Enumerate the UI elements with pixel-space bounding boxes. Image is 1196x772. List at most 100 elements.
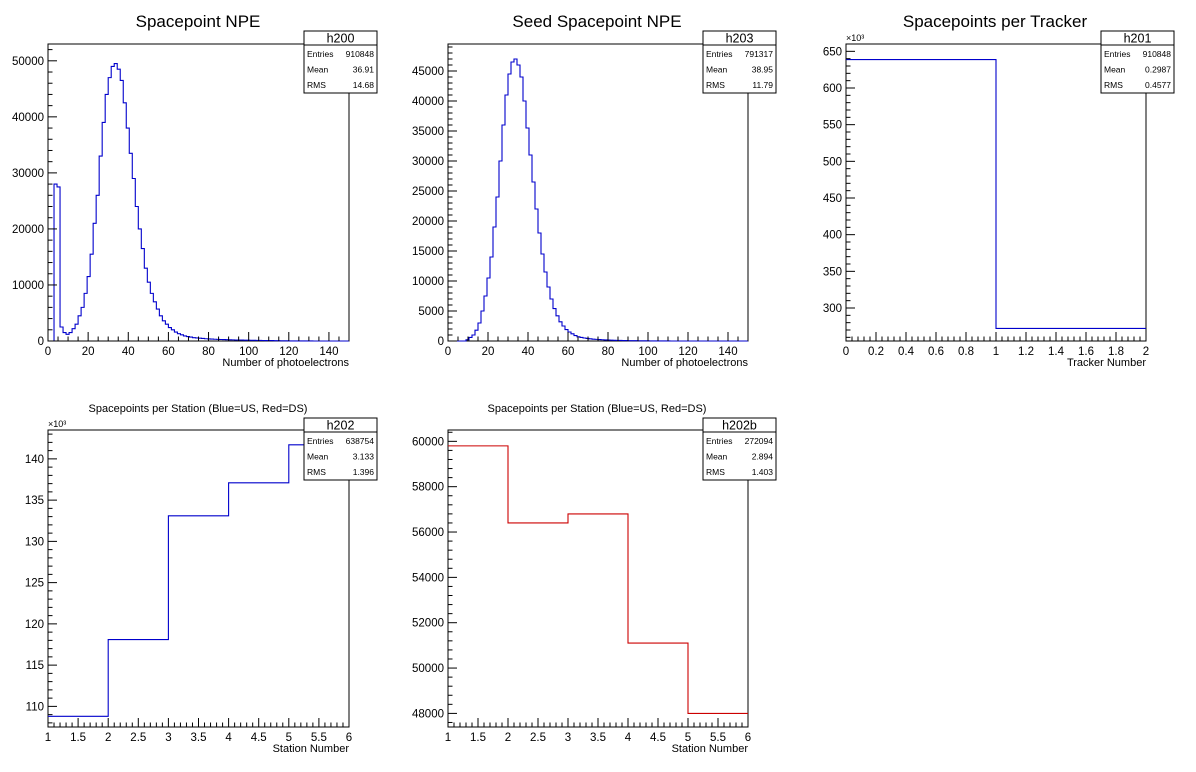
stats-box: h201 Entries 910848 Mean 0.2987 RMS 0.4577: [1100, 30, 1175, 94]
y-exponent-label: ×10³: [846, 33, 864, 43]
stats-label: Entries: [307, 436, 333, 446]
x-tick-label: 140: [319, 346, 338, 358]
stats-value: 2.894: [752, 452, 774, 462]
x-tick-label: 6: [346, 732, 352, 744]
x-tick-label: 1.5: [70, 732, 86, 744]
x-tick-label: 2: [505, 732, 511, 744]
y-tick-label: 115: [26, 660, 44, 672]
stats-histogram-name: h203: [726, 32, 754, 46]
histogram-line-h202: [48, 444, 349, 717]
stats-value: 791317: [745, 49, 774, 59]
x-tick-label: 4: [225, 732, 232, 744]
x-tick-label: 2.5: [530, 732, 546, 744]
y-tick-label: 58000: [412, 482, 444, 494]
x-tick-label: 0: [445, 346, 451, 358]
x-tick-label: 60: [562, 346, 575, 358]
histogram-title: Seed Spacepoint NPE: [512, 12, 681, 31]
stats-label: Mean: [1104, 65, 1126, 75]
y-tick-label: 54000: [412, 572, 444, 584]
histogram-title: Spacepoints per Tracker: [903, 12, 1088, 31]
stats-label: Entries: [706, 49, 732, 59]
stats-box: h203 Entries 791317 Mean 38.95 RMS 11.79: [702, 30, 777, 94]
stats-value: 11.79: [752, 80, 773, 90]
y-tick-label: 140: [25, 454, 44, 466]
stats-label: RMS: [1104, 80, 1123, 90]
x-tick-label: 40: [522, 346, 535, 358]
x-tick-label: 1: [445, 732, 451, 744]
stats-label: Mean: [706, 452, 728, 462]
x-tick-label: 40: [122, 346, 135, 358]
y-tick-label: 50000: [412, 663, 444, 675]
y-tick-label: 56000: [412, 527, 444, 539]
stats-value: 272094: [745, 436, 774, 446]
x-axis-label: Number of photoelectrons: [621, 357, 748, 369]
y-exponent-label: ×10³: [48, 419, 66, 429]
x-tick-label: 3.5: [191, 732, 207, 744]
stats-value: 910848: [346, 49, 375, 59]
x-tick-label: 1.6: [1078, 346, 1094, 358]
y-tick-label: 5000: [418, 306, 444, 318]
stats-value: 0.2987: [1145, 65, 1171, 75]
x-tick-label: 5.5: [311, 732, 327, 744]
x-tick-label: 1.2: [1018, 346, 1034, 358]
stats-label: Entries: [1104, 49, 1130, 59]
stats-value: 1.403: [752, 467, 774, 477]
x-tick-label: 100: [239, 346, 258, 358]
x-tick-label: 0.6: [928, 346, 944, 358]
y-tick-label: 135: [25, 495, 44, 507]
y-tick-label: 0: [438, 336, 444, 348]
y-tick-label: 125: [25, 578, 44, 590]
histogram-pane-h202b: Spacepoints per Station (Blue=US, Red=DS…: [412, 403, 777, 755]
y-tick-label: 500: [823, 156, 842, 168]
stats-histogram-name: h202b: [722, 419, 757, 433]
x-axis-label: Station Number: [672, 743, 749, 755]
x-tick-label: 80: [202, 346, 215, 358]
stats-label: Mean: [307, 452, 329, 462]
x-tick-label: 100: [638, 346, 657, 358]
y-tick-label: 600: [823, 83, 842, 95]
x-tick-label: 20: [82, 346, 95, 358]
stats-label: RMS: [706, 80, 725, 90]
y-tick-label: 60000: [412, 436, 444, 448]
stats-box: h202 Entries 638754 Mean 3.133 RMS 1.396: [303, 417, 378, 481]
y-tick-label: 20000: [12, 224, 44, 236]
y-tick-label: 30000: [12, 168, 44, 180]
histogram-title: Spacepoints per Station (Blue=US, Red=DS…: [488, 403, 707, 415]
stats-value: 0.4577: [1145, 80, 1171, 90]
x-tick-label: 5: [685, 732, 691, 744]
x-tick-label: 5.5: [710, 732, 726, 744]
x-tick-label: 3: [565, 732, 571, 744]
stats-value: 638754: [346, 436, 375, 446]
y-tick-label: 40000: [12, 112, 44, 124]
y-tick-label: 110: [26, 701, 44, 713]
stats-value: 3.133: [353, 452, 375, 462]
stats-histogram-name: h201: [1124, 32, 1152, 46]
histogram-pane-h201: Spacepoints per Tracker 0 0.2 0.4 0.6 0.8 1 1.2…: [823, 12, 1175, 369]
y-tick-label: 550: [823, 120, 842, 132]
x-tick-label: 3.5: [590, 732, 606, 744]
x-tick-label: 0: [843, 346, 849, 358]
stats-value: 910848: [1143, 49, 1172, 59]
x-axis-label: Tracker Number: [1067, 357, 1146, 369]
y-tick-label: 350: [823, 266, 842, 278]
y-tick-label: 130: [25, 536, 44, 548]
y-tick-label: 20000: [412, 216, 444, 228]
stats-box: h202b Entries 272094 Mean 2.894 RMS 1.403: [702, 417, 777, 481]
histogram-title: Spacepoints per Station (Blue=US, Red=DS…: [89, 403, 308, 415]
y-tick-label: 40000: [412, 96, 444, 108]
histogram-line-h200: [48, 63, 349, 342]
y-tick-label: 50000: [12, 56, 44, 68]
x-tick-label: 6: [745, 732, 751, 744]
stats-value: 36.91: [353, 65, 375, 75]
x-axis-label: Station Number: [273, 743, 350, 755]
stats-histogram-name: h202: [327, 419, 355, 433]
x-tick-label: 1: [45, 732, 51, 744]
y-tick-label: 650: [823, 46, 842, 58]
x-tick-label: 0: [45, 346, 51, 358]
stats-label: Entries: [706, 436, 732, 446]
x-tick-label: 2.5: [130, 732, 146, 744]
histogram-pane-h202: Spacepoints per Station (Blue=US, Red=DS…: [25, 403, 378, 755]
y-tick-label: 35000: [412, 126, 444, 138]
x-tick-label: 1.5: [470, 732, 486, 744]
